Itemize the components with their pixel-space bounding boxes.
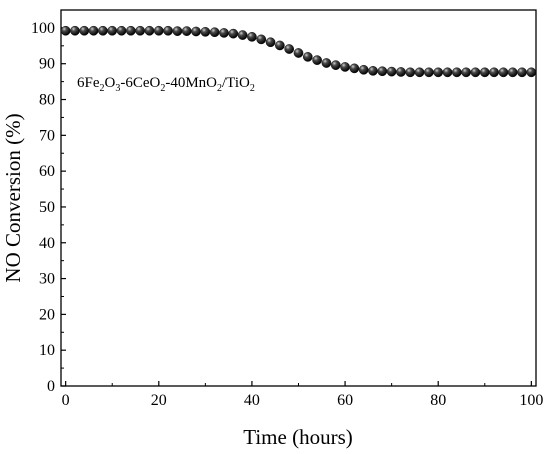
y-tick-label: 30	[39, 271, 55, 288]
data-point	[256, 34, 267, 45]
data-point	[247, 32, 257, 42]
plot-frame	[60, 9, 537, 387]
data-point	[293, 48, 304, 58]
data-point	[368, 66, 378, 76]
data-point	[135, 25, 146, 36]
data-point	[116, 25, 127, 36]
data-point	[386, 66, 397, 77]
y-axis-title: NO Conversion (%)	[1, 113, 25, 282]
x-tick-label: 0	[62, 392, 70, 409]
data-point	[489, 67, 499, 78]
y-tick-label: 0	[47, 378, 55, 395]
data-point	[461, 67, 471, 78]
y-tick-label: 70	[39, 127, 55, 144]
data-point	[107, 25, 118, 36]
data-point	[265, 37, 276, 48]
data-points	[60, 25, 537, 78]
data-point	[330, 60, 341, 70]
data-point	[349, 63, 360, 74]
data-point	[358, 64, 369, 75]
data-point	[70, 25, 80, 36]
data-point	[498, 67, 509, 78]
data-point	[98, 25, 108, 36]
data-point	[526, 67, 537, 78]
data-point	[172, 26, 183, 36]
y-tick-label: 10	[39, 342, 55, 359]
data-point	[275, 40, 285, 51]
y-tick-label: 40	[39, 235, 55, 252]
data-point	[191, 26, 201, 37]
data-point	[153, 25, 164, 36]
data-point	[209, 27, 220, 38]
y-tick-label: 90	[39, 56, 55, 73]
data-point	[163, 25, 173, 36]
data-point	[126, 25, 136, 36]
data-point	[433, 67, 444, 78]
data-point	[200, 26, 211, 37]
y-tick-label: 100	[31, 20, 55, 37]
y-tick-label: 50	[39, 199, 55, 216]
data-point	[321, 58, 332, 68]
data-point	[144, 25, 155, 36]
data-point	[284, 44, 295, 54]
data-point	[312, 55, 322, 65]
data-point	[377, 66, 388, 77]
axes-layer: 0 10 20 30 40 50 60 70 80 90 100 0 20 40 60 80 100	[31, 20, 543, 409]
y-tick-label: 20	[39, 306, 55, 323]
data-point	[60, 25, 71, 36]
x-tick-label: 100	[519, 392, 543, 409]
data-point	[507, 67, 518, 78]
data-point	[424, 67, 434, 78]
x-tick-label: 60	[337, 392, 353, 409]
data-point	[451, 67, 462, 78]
data-point	[302, 52, 313, 62]
data-point	[396, 67, 406, 77]
x-tick-label: 20	[151, 392, 167, 409]
y-tick-label: 80	[39, 92, 55, 109]
data-point	[79, 25, 90, 36]
data-point	[405, 67, 416, 78]
data-point	[219, 28, 229, 38]
data-point	[442, 67, 453, 78]
data-point	[470, 67, 481, 78]
x-tick-label: 40	[244, 392, 260, 409]
data-point	[517, 67, 527, 78]
data-point	[88, 25, 99, 36]
data-point	[181, 26, 192, 36]
y-tick-label: 60	[39, 163, 55, 180]
sample-annotation: 6Fe2O3-6CeO2-40MnO2/TiO2	[77, 75, 255, 94]
x-axis-title: Time (hours)	[243, 425, 352, 449]
x-tick-label: 80	[430, 392, 446, 409]
data-point	[237, 30, 248, 40]
data-point	[228, 28, 239, 39]
data-point	[414, 67, 425, 78]
data-point	[340, 62, 350, 72]
data-point	[479, 67, 490, 78]
